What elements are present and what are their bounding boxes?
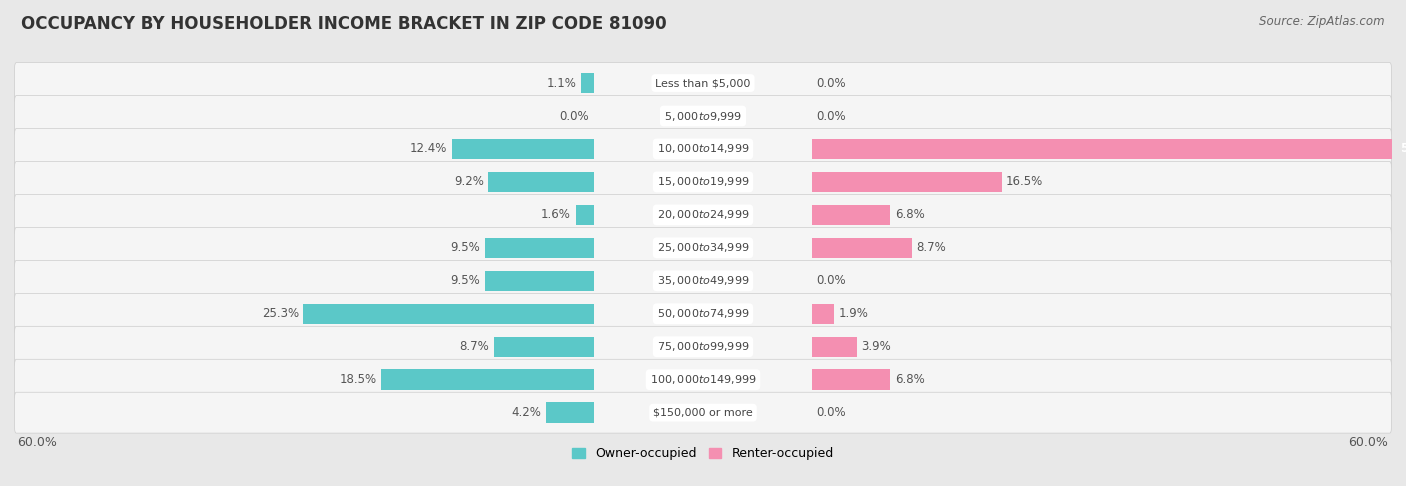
Text: 3.9%: 3.9% [862, 340, 891, 353]
Text: 9.2%: 9.2% [454, 175, 484, 189]
FancyBboxPatch shape [14, 63, 1392, 104]
FancyBboxPatch shape [14, 161, 1392, 202]
Text: 4.2%: 4.2% [512, 406, 541, 419]
Text: $10,000 to $14,999: $10,000 to $14,999 [657, 142, 749, 156]
Text: Less than $5,000: Less than $5,000 [655, 78, 751, 88]
Text: 1.6%: 1.6% [541, 208, 571, 222]
Bar [575, 205, 593, 225]
Text: $100,000 to $149,999: $100,000 to $149,999 [650, 373, 756, 386]
Text: $5,000 to $9,999: $5,000 to $9,999 [664, 109, 742, 122]
Text: $75,000 to $99,999: $75,000 to $99,999 [657, 340, 749, 353]
Bar [488, 172, 593, 192]
Bar [813, 369, 890, 390]
FancyBboxPatch shape [14, 359, 1392, 400]
Text: 60.0%: 60.0% [17, 436, 58, 450]
Text: Source: ZipAtlas.com: Source: ZipAtlas.com [1260, 15, 1385, 28]
FancyBboxPatch shape [14, 392, 1392, 433]
Bar [381, 369, 593, 390]
Bar [451, 139, 593, 159]
Bar [813, 205, 890, 225]
Bar [813, 238, 912, 258]
Bar [485, 238, 593, 258]
Bar [581, 73, 593, 93]
FancyBboxPatch shape [14, 227, 1392, 268]
FancyBboxPatch shape [14, 128, 1392, 170]
Bar [485, 271, 593, 291]
FancyBboxPatch shape [14, 326, 1392, 367]
Text: 12.4%: 12.4% [409, 142, 447, 156]
Text: 25.3%: 25.3% [262, 307, 299, 320]
Text: 55.3%: 55.3% [1400, 142, 1406, 156]
FancyBboxPatch shape [14, 294, 1392, 334]
Text: OCCUPANCY BY HOUSEHOLDER INCOME BRACKET IN ZIP CODE 81090: OCCUPANCY BY HOUSEHOLDER INCOME BRACKET … [21, 15, 666, 33]
Bar [304, 304, 593, 324]
Text: 0.0%: 0.0% [817, 109, 846, 122]
Text: 1.1%: 1.1% [547, 76, 576, 89]
Bar [546, 402, 593, 423]
Text: 9.5%: 9.5% [450, 242, 481, 254]
Bar [494, 336, 593, 357]
Text: 0.0%: 0.0% [560, 109, 589, 122]
Text: $150,000 or more: $150,000 or more [654, 408, 752, 417]
FancyBboxPatch shape [14, 194, 1392, 235]
Legend: Owner-occupied, Renter-occupied: Owner-occupied, Renter-occupied [568, 442, 838, 465]
Text: 6.8%: 6.8% [894, 373, 925, 386]
Bar [813, 139, 1406, 159]
Text: 18.5%: 18.5% [340, 373, 377, 386]
Text: 1.9%: 1.9% [838, 307, 869, 320]
Text: 9.5%: 9.5% [450, 274, 481, 287]
Text: $35,000 to $49,999: $35,000 to $49,999 [657, 274, 749, 287]
Bar [813, 336, 856, 357]
Bar [813, 304, 834, 324]
Bar [813, 172, 1001, 192]
Text: $25,000 to $34,999: $25,000 to $34,999 [657, 242, 749, 254]
Text: 0.0%: 0.0% [817, 76, 846, 89]
FancyBboxPatch shape [14, 96, 1392, 137]
Text: 6.8%: 6.8% [894, 208, 925, 222]
Text: 8.7%: 8.7% [460, 340, 489, 353]
Text: 60.0%: 60.0% [1348, 436, 1389, 450]
Text: $50,000 to $74,999: $50,000 to $74,999 [657, 307, 749, 320]
Text: $15,000 to $19,999: $15,000 to $19,999 [657, 175, 749, 189]
FancyBboxPatch shape [14, 260, 1392, 301]
Text: 16.5%: 16.5% [1007, 175, 1043, 189]
Text: $20,000 to $24,999: $20,000 to $24,999 [657, 208, 749, 222]
Text: 0.0%: 0.0% [817, 406, 846, 419]
Text: 0.0%: 0.0% [817, 274, 846, 287]
Text: 8.7%: 8.7% [917, 242, 946, 254]
